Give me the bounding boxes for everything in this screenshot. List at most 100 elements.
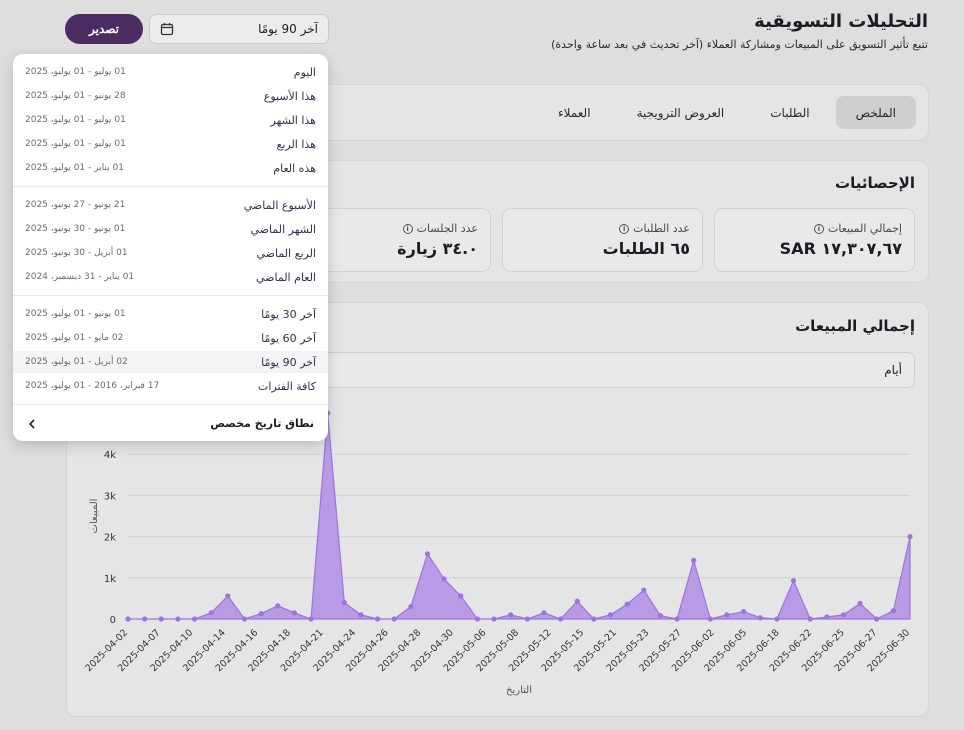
data-point[interactable] <box>657 613 664 619</box>
data-point[interactable] <box>508 612 514 618</box>
data-point[interactable] <box>225 593 231 599</box>
tab-bar: الملخص الطلبات العروض الترويجية العملاء <box>538 96 916 129</box>
tab-summary[interactable]: الملخص <box>835 96 916 129</box>
data-point[interactable] <box>208 610 214 616</box>
data-point[interactable] <box>191 616 198 622</box>
date-range-option-dates: 01 يونيو - 01 يوليو، 2025 <box>25 309 126 319</box>
data-point[interactable] <box>541 610 547 616</box>
custom-date-range-option[interactable]: نطاق تاريخ مخصص <box>13 412 328 434</box>
data-point[interactable] <box>441 576 447 582</box>
stat-label: عدد الجلسات <box>416 222 478 235</box>
info-icon[interactable]: i <box>813 223 824 234</box>
y-tick-label: 2k <box>104 533 116 544</box>
date-range-option[interactable]: آخر 30 يومًا 01 يونيو - 01 يوليو، 2025 <box>13 303 328 325</box>
date-range-option-label: آخر 90 يومًا <box>261 355 316 369</box>
data-point[interactable] <box>907 534 913 540</box>
data-point[interactable] <box>557 616 564 622</box>
data-point[interactable] <box>574 598 580 604</box>
date-range-select[interactable]: آخر 90 يومًا <box>149 14 329 44</box>
data-point[interactable] <box>341 599 347 606</box>
data-point[interactable] <box>607 612 614 618</box>
date-range-option-dates: 01 أبريل - 30 يونيو، 2025 <box>25 248 128 258</box>
date-range-option-dates: 02 مايو - 01 يوليو، 2025 <box>25 333 124 343</box>
data-point[interactable] <box>258 611 264 617</box>
calendar-icon <box>160 22 174 36</box>
stat-label-wrap: عدد الجلسات i <box>402 222 478 235</box>
date-range-option-label: كافة الفترات <box>257 379 316 393</box>
date-range-option[interactable]: الشهر الماضي 01 يونيو - 30 يونيو، 2025 <box>13 218 328 240</box>
date-range-option[interactable]: اليوم 01 يوليو - 01 يوليو، 2025 <box>13 61 328 83</box>
y-tick-label: 0 <box>110 615 116 626</box>
data-point[interactable] <box>491 616 497 622</box>
date-range-option[interactable]: الربع الماضي 01 أبريل - 30 يونيو، 2025 <box>13 242 328 264</box>
date-range-option-label: هذه العام <box>273 161 316 175</box>
date-range-option[interactable]: آخر 60 يومًا 02 مايو - 01 يوليو، 2025 <box>13 327 328 349</box>
date-range-option[interactable]: آخر 90 يومًا 02 أبريل - 01 يوليو، 2025 <box>13 351 328 373</box>
data-point[interactable] <box>874 616 880 622</box>
chevron-left-icon <box>27 414 37 433</box>
date-range-option-label: هذا الربع <box>276 137 316 151</box>
data-point[interactable] <box>807 616 813 622</box>
data-point[interactable] <box>175 616 181 622</box>
info-icon[interactable]: i <box>619 223 630 234</box>
data-point[interactable] <box>374 616 381 622</box>
export-button[interactable]: تصدير <box>65 14 143 44</box>
data-point[interactable] <box>125 616 131 622</box>
data-point[interactable] <box>674 616 680 622</box>
data-point[interactable] <box>707 616 713 622</box>
data-point[interactable] <box>142 616 148 622</box>
data-point[interactable] <box>308 616 314 622</box>
data-point[interactable] <box>774 616 780 622</box>
date-range-option-label: الربع الماضي <box>256 246 316 260</box>
date-range-option[interactable]: كافة الفترات 17 فبراير، 2016 - 01 يوليو، … <box>13 375 328 397</box>
period-select[interactable]: أيام <box>320 352 915 388</box>
date-range-option[interactable]: هذه العام 01 يناير - 01 يوليو، 2025 <box>13 157 328 179</box>
data-point[interactable] <box>824 614 830 620</box>
stat-label: عدد الطلبات <box>633 222 690 235</box>
data-point[interactable] <box>757 615 763 621</box>
data-point[interactable] <box>840 612 847 618</box>
date-range-option-dates: 01 يوليو - 01 يوليو، 2025 <box>25 139 126 149</box>
tab-orders[interactable]: الطلبات <box>770 105 810 120</box>
dropdown-divider <box>13 295 328 296</box>
data-point[interactable] <box>624 601 630 607</box>
y-tick-label: 3k <box>104 491 116 502</box>
date-range-option[interactable]: العام الماضي 01 يناير - 31 ديسمبر، 2024 <box>13 266 328 288</box>
data-point[interactable] <box>857 600 863 606</box>
data-point[interactable] <box>890 608 896 614</box>
data-point[interactable] <box>591 616 597 622</box>
date-range-option-dates: 01 يوليو - 01 يوليو، 2025 <box>25 67 126 77</box>
y-axis-label: المبيعات <box>89 499 100 534</box>
data-point[interactable] <box>524 616 530 622</box>
stat-value: ٣٤.٠ زيارة <box>397 239 478 258</box>
data-point[interactable] <box>158 616 164 622</box>
data-point[interactable] <box>358 612 364 618</box>
data-point[interactable] <box>408 604 414 610</box>
data-point[interactable] <box>724 612 730 618</box>
data-point[interactable] <box>275 603 281 609</box>
date-range-option-dates: 01 يناير - 31 ديسمبر، 2024 <box>25 272 135 282</box>
data-point[interactable] <box>458 593 464 599</box>
tab-promotions[interactable]: العروض الترويجية <box>636 105 725 120</box>
data-point[interactable] <box>691 557 697 564</box>
data-point[interactable] <box>641 587 647 593</box>
page-subtitle: تتبع تأثير التسويق على المبيعات ومشاركة … <box>551 38 928 51</box>
stat-value: ٦٥ الطلبات <box>602 239 690 258</box>
date-range-option[interactable]: هذا الشهر 01 يوليو - 01 يوليو، 2025 <box>13 109 328 131</box>
stat-label-wrap: عدد الطلبات i <box>619 222 690 235</box>
date-range-option[interactable]: الأسبوع الماضي 21 يونيو - 27 يونيو، 2025 <box>13 194 328 216</box>
info-icon[interactable]: i <box>402 223 413 234</box>
date-range-option[interactable]: هذا الربع 01 يوليو - 01 يوليو، 2025 <box>13 133 328 155</box>
data-point[interactable] <box>424 551 431 557</box>
data-point[interactable] <box>474 616 481 622</box>
date-range-option-dates: 01 يوليو - 01 يوليو، 2025 <box>25 115 126 125</box>
data-point[interactable] <box>391 616 397 622</box>
data-point[interactable] <box>241 616 248 622</box>
data-point[interactable] <box>291 610 297 616</box>
stat-label: إجمالي المبيعات <box>827 222 902 235</box>
data-point[interactable] <box>741 608 747 615</box>
stat-value: ١٧,٣٠٧,٦٧ SAR <box>779 239 902 258</box>
data-point[interactable] <box>790 578 797 584</box>
date-range-option[interactable]: هذا الأسبوع 28 يونيو - 01 يوليو، 2025 <box>13 85 328 107</box>
tab-customers[interactable]: العملاء <box>558 105 591 120</box>
